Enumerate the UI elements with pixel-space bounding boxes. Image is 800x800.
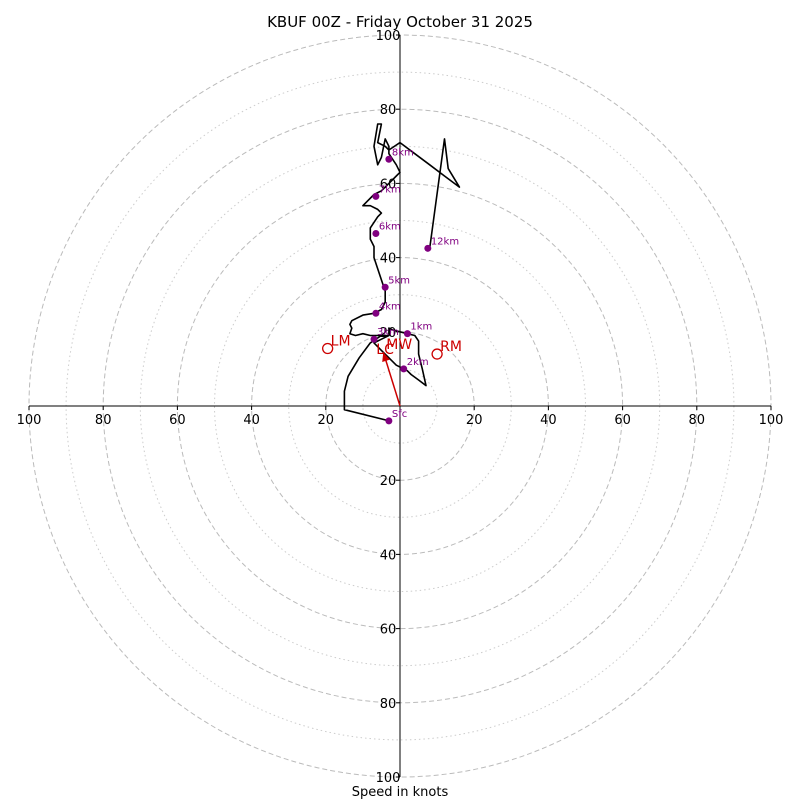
height-marker-2km [400,365,408,373]
height-label-sfc: Sfc [392,409,407,420]
y-tick-label: 40 [380,252,397,267]
hodograph-trace [343,123,461,422]
left-mover-label: LM [331,333,351,349]
height-label-4km: 4km [379,301,401,312]
y-tick-label: 20 [380,474,397,489]
storm-motion-arrow [382,351,401,407]
storm-motion-arrowhead [382,352,390,362]
height-marker-12km [424,244,432,252]
height-label-1km: 1km [410,322,432,333]
height-label-8km: 8km [392,147,414,158]
mean-wind-label: MW [386,337,412,353]
x-tick-label: 20 [318,413,335,428]
y-tick-label: 40 [380,548,397,563]
x-tick-label: 80 [689,413,706,428]
x-tick-label: 100 [17,413,42,428]
x-tick-label: 100 [759,413,784,428]
y-tick-label: 80 [380,103,397,118]
x-tick-label: 60 [169,413,186,428]
y-tick-label: 80 [380,697,397,712]
chart-title: KBUF 00Z - Friday October 31 2025 [267,13,533,31]
x-tick-label: 80 [95,413,112,428]
right-mover-marker [431,348,443,360]
height-label-3km: 3km [377,327,399,338]
height-marker-8km [385,155,393,163]
x-tick-label: 40 [540,413,557,428]
height-label-12km: 12km [431,236,459,247]
height-marker-7km [372,192,380,200]
x-axis-label: Speed in knots [352,785,449,800]
height-marker-3km [370,335,378,343]
x-tick-label: 60 [614,413,631,428]
height-marker-sfc [385,417,393,425]
height-marker-1km [403,330,411,338]
y-tick-label: 100 [376,29,401,44]
lcl-motion-label: LC [376,342,394,358]
height-label-2km: 2km [407,357,429,368]
height-marker-6km [372,229,380,237]
right-mover-label: RM [440,339,462,355]
wind-trace-line [343,123,461,422]
height-markers: Sfc 1km 2km 3km 4km 5km 6km 7km 8km 12km [370,147,459,425]
left-mover-marker [322,342,334,355]
height-label-6km: 6km [379,221,401,232]
x-tick-label: 20 [466,413,483,428]
height-label-7km: 7km [379,184,401,195]
y-tick-label: 60 [380,623,397,638]
height-marker-4km [372,309,380,317]
y-tick-label: 100 [376,771,401,786]
height-label-5km: 5km [388,275,410,286]
height-marker-5km [381,283,389,291]
x-tick-label: 40 [243,413,260,428]
